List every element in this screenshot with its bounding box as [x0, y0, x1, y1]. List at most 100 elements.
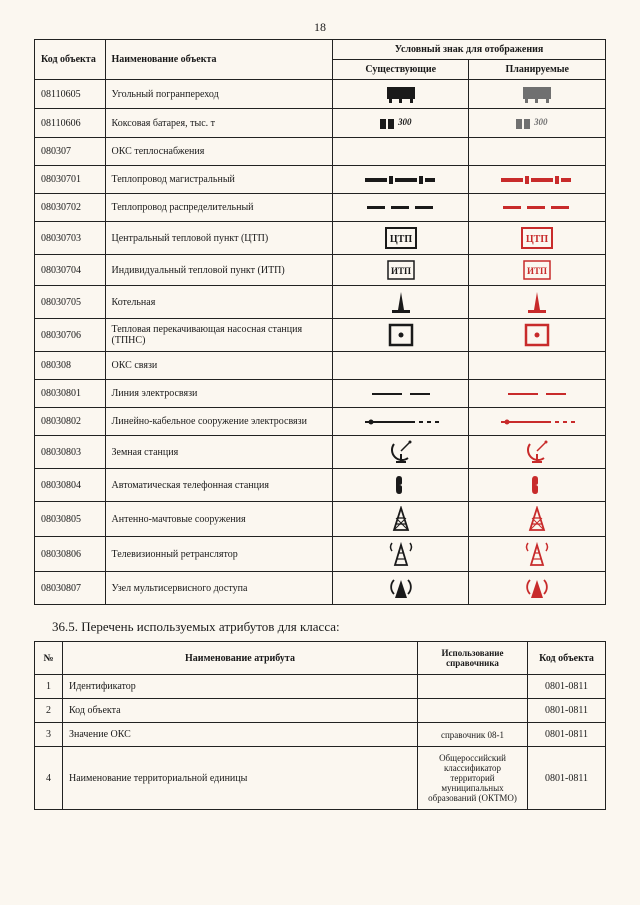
symbol-existing [333, 436, 469, 469]
table-row: 08030801Линия электросвязи [35, 380, 606, 408]
code-cell: 08030803 [35, 436, 106, 469]
num-cell: 3 [35, 723, 63, 747]
attr-cell: Значение ОКС [63, 723, 418, 747]
table-row: 08030807Узел мультисервисного доступа [35, 572, 606, 605]
table-row: 08110606Коксовая батарея, тыс. т 300 300 [35, 109, 606, 138]
symbol-planned: ЦТП [469, 222, 606, 255]
section-36-5-title: 36.5. Перечень используемых атрибутов дл… [52, 619, 606, 635]
th-attr: Наименование атрибута [63, 642, 418, 675]
table-row: 2Код объекта0801-0811 [35, 699, 606, 723]
attributes-table: № Наименование атрибута Использование сп… [34, 641, 606, 810]
table-row: 080307ОКС теплоснабжения [35, 138, 606, 166]
symbol-existing [333, 502, 469, 537]
th-symbol: Условный знак для отображения [333, 40, 606, 60]
obj-cell: 0801-0811 [528, 723, 606, 747]
code-cell: 08030703 [35, 222, 106, 255]
name-cell: Антенно-мачтовые сооружения [105, 502, 332, 537]
code-cell: 08030705 [35, 286, 106, 319]
table-row: 08030806Телевизионный ретранслятор [35, 537, 606, 572]
symbol-planned [469, 436, 606, 469]
table-row: 3Значение ОКСсправочник 08-10801-0811 [35, 723, 606, 747]
name-cell: Тепловая перекачивающая насосная станция… [105, 319, 332, 352]
symbol-planned [469, 194, 606, 222]
th-obj: Код объекта [528, 642, 606, 675]
legend-table: Код объекта Наименование объекта Условны… [34, 39, 606, 605]
name-cell: ОКС связи [105, 352, 332, 380]
table-row: 08030804Автоматическая телефонная станци… [35, 469, 606, 502]
svg-text:ИТП: ИТП [527, 266, 547, 276]
name-cell: Автоматическая телефонная станция [105, 469, 332, 502]
table-row: 08030802Линейно-кабельное сооружение эле… [35, 408, 606, 436]
symbol-existing [333, 286, 469, 319]
symbol-planned [469, 286, 606, 319]
symbol-existing: ЦТП [333, 222, 469, 255]
name-cell: Узел мультисервисного доступа [105, 572, 332, 605]
symbol-planned [469, 166, 606, 194]
ref-cell [418, 675, 528, 699]
symbol-planned [469, 502, 606, 537]
name-cell: Котельная [105, 286, 332, 319]
symbol-existing [333, 319, 469, 352]
code-cell: 08030807 [35, 572, 106, 605]
table-row: 08030803Земная станция [35, 436, 606, 469]
name-cell: ОКС теплоснабжения [105, 138, 332, 166]
num-cell: 2 [35, 699, 63, 723]
name-cell: Теплопровод распределительный [105, 194, 332, 222]
name-cell: Центральный тепловой пункт (ЦТП) [105, 222, 332, 255]
obj-cell: 0801-0811 [528, 675, 606, 699]
th-num: № [35, 642, 63, 675]
th-ref: Использование справочника [418, 642, 528, 675]
svg-text:ИТП: ИТП [391, 266, 411, 276]
symbol-existing [333, 166, 469, 194]
code-cell: 08030702 [35, 194, 106, 222]
symbol-existing [333, 469, 469, 502]
symbol-planned [469, 572, 606, 605]
code-cell: 08030704 [35, 255, 106, 286]
code-cell: 08110606 [35, 109, 106, 138]
table-row: 08030702Теплопровод распределительный [35, 194, 606, 222]
table-row: 08030703Центральный тепловой пункт (ЦТП)… [35, 222, 606, 255]
symbol-planned [469, 380, 606, 408]
symbol-planned [469, 80, 606, 109]
name-cell: Телевизионный ретранслятор [105, 537, 332, 572]
svg-text:300: 300 [397, 117, 412, 127]
symbol-planned [469, 469, 606, 502]
name-cell: Линейно-кабельное сооружение электросвяз… [105, 408, 332, 436]
attr-cell: Код объекта [63, 699, 418, 723]
svg-text:300: 300 [533, 117, 548, 127]
symbol-existing: ИТП [333, 255, 469, 286]
symbol-planned [469, 352, 606, 380]
symbol-planned [469, 408, 606, 436]
symbol-existing [333, 408, 469, 436]
symbol-planned [469, 319, 606, 352]
symbol-planned: ИТП [469, 255, 606, 286]
code-cell: 08030802 [35, 408, 106, 436]
symbol-existing [333, 537, 469, 572]
table-row: 08030705Котельная [35, 286, 606, 319]
symbol-existing [333, 138, 469, 166]
symbol-planned [469, 537, 606, 572]
name-cell: Линия электросвязи [105, 380, 332, 408]
code-cell: 08030806 [35, 537, 106, 572]
attr-cell: Наименование территориальной единицы [63, 747, 418, 810]
obj-cell: 0801-0811 [528, 747, 606, 810]
code-cell: 08030701 [35, 166, 106, 194]
page-number: 18 [34, 20, 606, 35]
code-cell: 080308 [35, 352, 106, 380]
name-cell: Коксовая батарея, тыс. т [105, 109, 332, 138]
attr-cell: Идентификатор [63, 675, 418, 699]
symbol-existing [333, 80, 469, 109]
code-cell: 08030706 [35, 319, 106, 352]
name-cell: Индивидуальный тепловой пункт (ИТП) [105, 255, 332, 286]
code-cell: 08030804 [35, 469, 106, 502]
symbol-existing [333, 352, 469, 380]
th-name: Наименование объекта [105, 40, 332, 80]
num-cell: 1 [35, 675, 63, 699]
symbol-existing [333, 194, 469, 222]
ref-cell: справочник 08-1 [418, 723, 528, 747]
svg-text:ЦТП: ЦТП [390, 234, 412, 245]
table-row: 08030805Антенно-мачтовые сооружения [35, 502, 606, 537]
code-cell: 080307 [35, 138, 106, 166]
table-row: 08030706Тепловая перекачивающая насосная… [35, 319, 606, 352]
name-cell: Угольный погранпереход [105, 80, 332, 109]
